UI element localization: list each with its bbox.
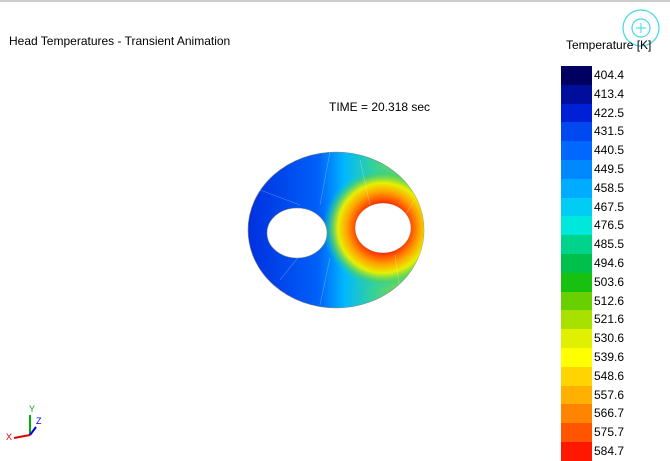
legend-label: 476.5: [594, 218, 625, 233]
legend-swatch: [561, 272, 592, 292]
mesh: [247, 151, 425, 309]
legend-label: 404.4: [594, 68, 625, 82]
legend-label: 584.7: [594, 443, 625, 458]
legend-swatch: [561, 404, 592, 424]
time-label: TIME = 20.318 sec: [329, 100, 431, 114]
legend-swatch: [561, 235, 592, 254]
legend-swatch: [561, 84, 592, 104]
legend-swatch: [561, 441, 592, 461]
legend-label: 431.5: [594, 124, 625, 139]
legend-swatch: [561, 216, 592, 236]
legend-label: 548.6: [594, 368, 625, 383]
legend-swatch: [561, 385, 592, 405]
legend-label: 413.4: [594, 86, 625, 101]
legend-swatch: [561, 159, 592, 179]
legend-swatch: [561, 253, 592, 273]
legend-swatch: [561, 178, 592, 198]
legend-swatch: [561, 197, 592, 217]
legend-label: 539.6: [594, 349, 625, 364]
zoom-button[interactable]: [622, 9, 660, 47]
legend-label: 521.6: [594, 312, 625, 327]
legend-swatch: [561, 310, 592, 330]
legend-label: 494.6: [594, 255, 625, 270]
axis-z-label: Z: [36, 416, 42, 426]
legend-label: 575.7: [594, 425, 625, 440]
legend-swatch: [561, 366, 592, 386]
legend-label: 485.5: [594, 237, 625, 252]
legend-swatch: [561, 103, 592, 123]
legend-label: 440.5: [594, 143, 625, 158]
legend-label: 557.6: [594, 387, 625, 402]
legend-label: 566.7: [594, 406, 625, 421]
legend-label: 503.6: [594, 274, 625, 289]
legend-title: Temperature [K]: [566, 38, 652, 52]
legend-label: 530.6: [594, 331, 625, 346]
legend-swatch: [561, 141, 592, 160]
legend-label: 467.5: [594, 199, 625, 214]
legend-swatch: [561, 423, 592, 442]
legend-label: 449.5: [594, 161, 625, 176]
legend-swatch: [561, 291, 592, 311]
legend-swatch: [561, 66, 592, 85]
axis-triad: Y X Z: [6, 404, 42, 442]
legend-label: 458.5: [594, 180, 625, 195]
legend-swatch: [561, 347, 592, 367]
legend-swatch: [561, 122, 592, 142]
axis-y-label: Y: [29, 404, 35, 414]
legend-swatch: [561, 329, 592, 348]
axis-x-label: X: [6, 432, 12, 442]
legend-label: 422.5: [594, 105, 625, 120]
title: Head Temperatures - Transient Animation: [9, 34, 231, 48]
legend-label: 512.6: [594, 293, 625, 308]
